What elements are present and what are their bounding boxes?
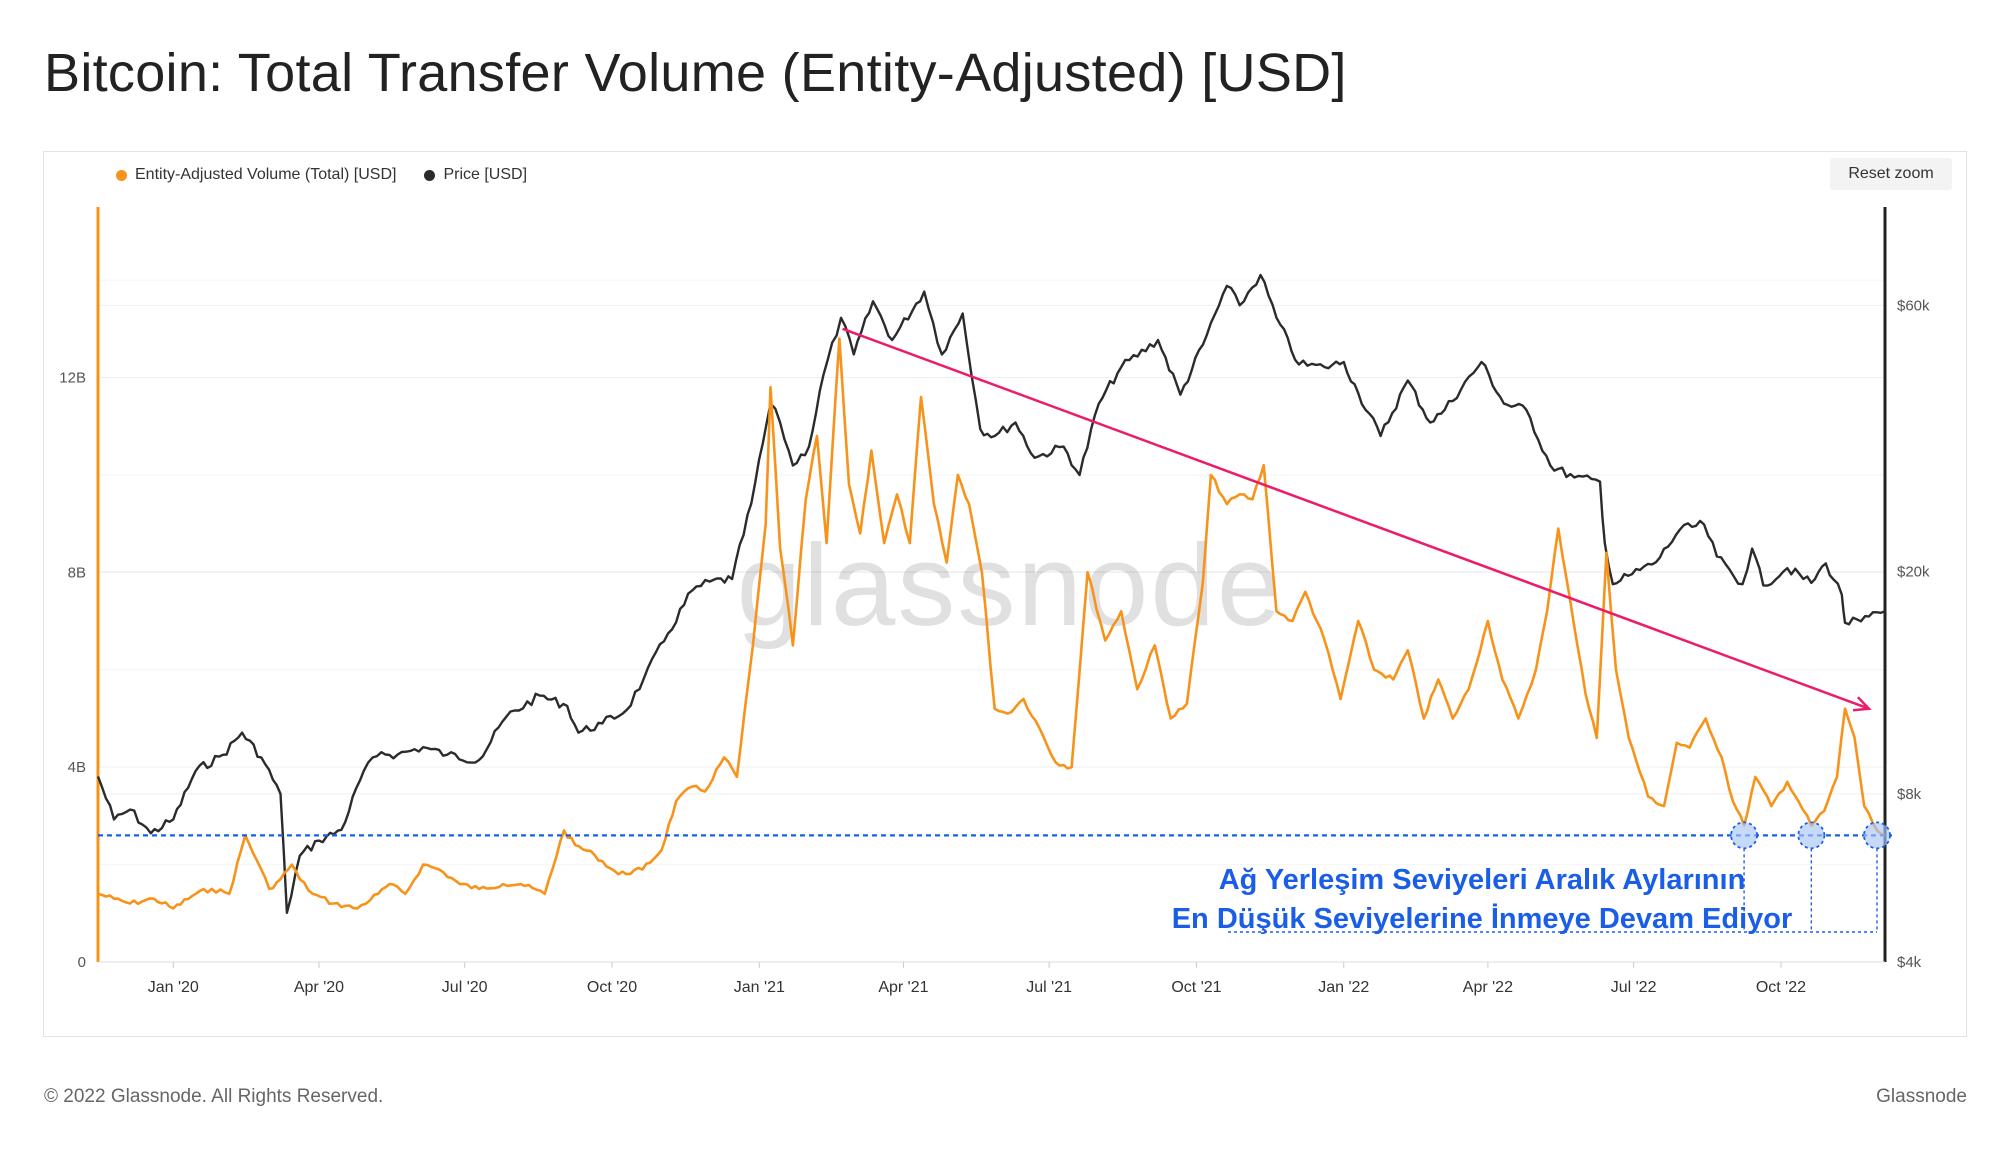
legend-item-price[interactable]: Price [USD]	[424, 166, 527, 184]
legend-volume-marker-icon	[116, 169, 127, 181]
reset-zoom-button[interactable]: Reset zoom	[1830, 158, 1952, 190]
page-title: Bitcoin: Total Transfer Volume (Entity-A…	[44, 43, 1347, 103]
chart-panel	[43, 151, 1967, 1037]
legend-price-label: Price [USD]	[443, 166, 528, 183]
legend-price-marker-icon	[424, 169, 436, 181]
brand-text: Glassnode	[1876, 1086, 1967, 1107]
copyright-text: © 2022 Glassnode. All Rights Reserved.	[44, 1086, 384, 1107]
legend-volume-label: Entity-Adjusted Volume (Total) [USD]	[135, 166, 397, 183]
chart-legend: Entity-Adjusted Volume (Total) [USD] Pri…	[116, 166, 555, 184]
legend-item-volume[interactable]: Entity-Adjusted Volume (Total) [USD]	[116, 166, 396, 184]
